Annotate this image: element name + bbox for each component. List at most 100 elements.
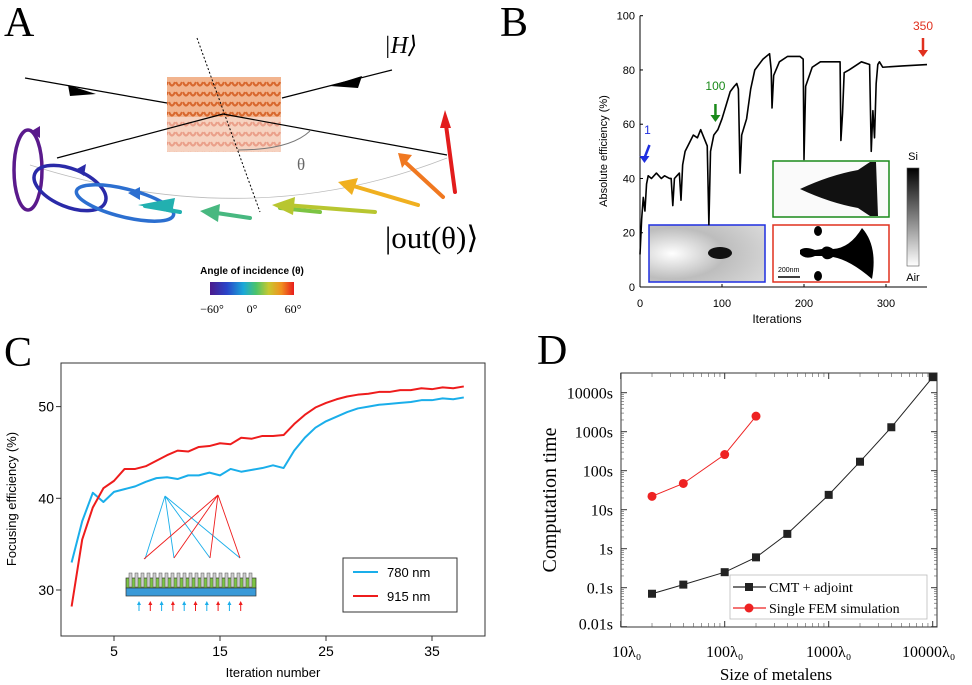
polarization-ellipse bbox=[12, 128, 44, 212]
y-tick-label: 20 bbox=[623, 228, 635, 240]
nanopillar bbox=[152, 572, 157, 588]
panel-label-d: D bbox=[537, 328, 567, 374]
legend-label: CMT + adjoint bbox=[769, 581, 853, 596]
panel-b: B Absolute efficiency (%) Iterations 200… bbox=[500, 0, 933, 326]
arrow-up-icon bbox=[148, 601, 153, 605]
colorbar-tick: 60° bbox=[285, 302, 302, 316]
nanopillar bbox=[194, 572, 199, 588]
arrow-up-icon bbox=[227, 601, 232, 605]
legend-label: Single FEM simulation bbox=[769, 602, 900, 617]
y-tick-label: 100 bbox=[617, 11, 635, 23]
arrow-up-icon bbox=[182, 601, 187, 605]
x-tick-label: 35 bbox=[424, 643, 440, 659]
series-line-915-nm bbox=[70, 385, 464, 607]
x-axis-label: Size of metalens bbox=[720, 665, 832, 684]
plot-frame bbox=[60, 362, 486, 637]
nanopillar bbox=[236, 572, 241, 588]
data-point-square bbox=[856, 457, 865, 466]
y-tick-label: 100s bbox=[583, 464, 613, 481]
nanopillar bbox=[206, 572, 211, 588]
inset-feature bbox=[814, 226, 822, 236]
annotation-arrow bbox=[643, 144, 651, 159]
y-tick-label: 40 bbox=[623, 173, 635, 185]
x-tick-label: 10λ₀ bbox=[612, 644, 641, 661]
arrow-down-icon bbox=[710, 115, 721, 122]
data-point-circle bbox=[751, 411, 761, 421]
y-tick-label: 40 bbox=[38, 490, 54, 506]
legend-marker bbox=[745, 583, 753, 591]
legend-label: 780 nm bbox=[387, 565, 430, 580]
arrowhead-icon bbox=[75, 164, 86, 176]
y-tick-label: 80 bbox=[623, 65, 635, 77]
theta-label: θ bbox=[297, 155, 305, 174]
x-tick-label: 100 bbox=[713, 298, 731, 310]
data-point-square bbox=[824, 490, 833, 499]
nanopillar bbox=[146, 572, 151, 588]
legend-marker bbox=[744, 603, 754, 613]
panel-label-c: C bbox=[4, 330, 32, 376]
nanopillar bbox=[242, 572, 247, 588]
y-tick-label: 1s bbox=[599, 542, 613, 559]
arrowhead-icon bbox=[30, 126, 40, 138]
inset-feature bbox=[800, 228, 874, 279]
nanopillar bbox=[170, 572, 175, 588]
panel-c: C Focusing efficiency (%) Iteration numb… bbox=[4, 330, 486, 680]
y-axis-label: Focusing efficiency (%) bbox=[4, 432, 19, 566]
arrow-up-icon bbox=[216, 601, 221, 605]
inset-feature bbox=[708, 247, 732, 259]
reflected-ray-right bbox=[222, 113, 448, 156]
inset-feature bbox=[800, 162, 878, 216]
ket-out-label: |out(θ)⟩ bbox=[385, 220, 478, 255]
y-tick-label: 60 bbox=[623, 119, 635, 131]
inset-feature bbox=[814, 271, 822, 281]
nanopillar bbox=[182, 572, 187, 588]
x-tick-label: 5 bbox=[110, 643, 118, 659]
x-tick-label: 200 bbox=[795, 298, 813, 310]
colorbar-label-si: Si bbox=[908, 151, 918, 163]
nanopillar bbox=[140, 572, 145, 588]
arrow-up-icon bbox=[170, 601, 175, 605]
annotation-label: 350 bbox=[913, 19, 933, 33]
metalens-schematic bbox=[125, 494, 257, 611]
panel-label-b: B bbox=[500, 0, 528, 46]
nanopillar bbox=[188, 572, 193, 588]
x-tick-label: 0 bbox=[637, 298, 643, 310]
metasurface-bottom bbox=[167, 117, 281, 152]
colorbar-label-air: Air bbox=[906, 272, 920, 284]
data-point-square bbox=[783, 529, 792, 538]
panel-a: A θ |H bbox=[4, 0, 478, 316]
angle-arc bbox=[237, 130, 311, 151]
y-tick-label: 30 bbox=[38, 582, 54, 598]
data-point-circle bbox=[678, 478, 688, 488]
x-tick-label: 15 bbox=[212, 643, 228, 659]
nanopillar bbox=[176, 572, 181, 588]
arrow-down-icon bbox=[639, 156, 650, 163]
nanopillar bbox=[200, 572, 205, 588]
polarization-arrows bbox=[138, 110, 457, 222]
arrow-up-icon bbox=[204, 601, 209, 605]
material-colorbar bbox=[906, 167, 920, 267]
panel-label-a: A bbox=[4, 0, 35, 46]
arrow-down-icon bbox=[918, 50, 928, 57]
x-axis-label: Iteration number bbox=[226, 665, 321, 680]
legend bbox=[729, 574, 928, 620]
data-point-square bbox=[928, 373, 937, 382]
y-tick-label: 1000s bbox=[575, 425, 613, 442]
data-point-square bbox=[752, 553, 761, 562]
y-tick-label: 10000s bbox=[567, 386, 613, 403]
ket-h-label: |H⟩ bbox=[384, 33, 417, 59]
incident-ray-left bbox=[24, 77, 168, 104]
nanopillar bbox=[164, 572, 169, 588]
data-point-square bbox=[648, 589, 657, 598]
x-axis-label: Iterations bbox=[752, 312, 801, 326]
nanopillar bbox=[128, 572, 133, 588]
inset-design-iter1 bbox=[648, 224, 766, 283]
y-tick-label: 50 bbox=[38, 399, 54, 415]
nanopillar bbox=[134, 572, 139, 588]
series-line bbox=[651, 376, 934, 595]
series-line bbox=[651, 415, 757, 497]
arrow-up-icon bbox=[137, 601, 141, 605]
arrowhead-icon bbox=[128, 187, 140, 200]
arrowhead-icon bbox=[68, 85, 96, 96]
